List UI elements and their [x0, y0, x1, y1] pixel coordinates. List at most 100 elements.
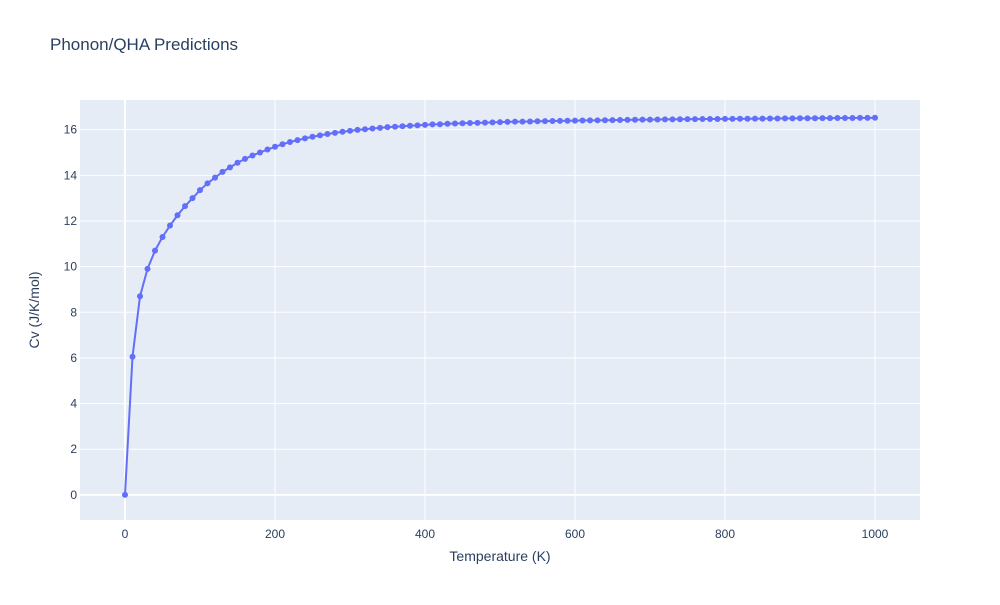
data-point	[174, 212, 181, 219]
data-point	[497, 119, 503, 126]
data-point	[819, 115, 826, 122]
data-point	[384, 124, 391, 131]
data-point	[677, 116, 683, 123]
data-point	[669, 116, 676, 123]
data-point	[287, 139, 293, 145]
data-point	[459, 120, 466, 127]
x-tick-label: 400	[415, 527, 435, 541]
data-point	[857, 114, 863, 121]
y-tick-label: 4	[70, 397, 77, 411]
data-point	[182, 203, 188, 210]
data-point	[257, 149, 263, 156]
data-point	[444, 120, 451, 127]
data-point	[242, 155, 248, 162]
data-point	[549, 118, 556, 124]
data-point	[482, 119, 488, 126]
data-point	[654, 116, 661, 123]
data-point	[542, 118, 548, 125]
data-point	[647, 116, 653, 123]
data-point	[579, 117, 586, 124]
data-point	[227, 164, 233, 171]
y-tick-label: 14	[64, 168, 78, 182]
x-tick-label: 200	[265, 527, 285, 541]
y-tick-label: 12	[64, 214, 78, 228]
y-axis-label: Cv (J/K/mol)	[26, 272, 42, 349]
data-point	[737, 115, 743, 122]
data-point	[467, 120, 473, 127]
data-point	[752, 115, 758, 122]
y-tick-label: 16	[64, 123, 78, 137]
grid-y	[80, 129, 920, 450]
data-point	[309, 133, 316, 140]
data-point	[437, 121, 443, 128]
data-point	[512, 118, 518, 125]
data-point	[317, 132, 323, 139]
data-point	[167, 222, 173, 229]
data-point	[332, 129, 338, 136]
data-point	[219, 168, 226, 175]
data-point	[294, 137, 301, 144]
y-tick-labels: 0 2 4 6 8 10 12 14 16	[64, 123, 78, 502]
data-point	[249, 152, 256, 159]
data-point	[587, 117, 593, 124]
data-point	[392, 123, 398, 130]
data-point	[707, 115, 713, 122]
y-tick-label: 0	[70, 488, 77, 502]
data-point	[827, 115, 833, 122]
data-point	[617, 116, 623, 123]
data-point	[204, 180, 211, 187]
y-tick-label: 10	[64, 260, 78, 274]
x-axis-label: Temperature (K)	[449, 548, 550, 564]
data-point	[474, 119, 481, 126]
data-point	[789, 115, 796, 122]
data-point	[639, 116, 646, 123]
data-point	[834, 115, 841, 122]
data-point	[407, 122, 413, 129]
data-point	[152, 247, 158, 254]
data-point	[452, 120, 458, 127]
x-tick-label: 800	[715, 527, 735, 541]
data-point	[564, 117, 571, 124]
data-point	[212, 174, 218, 181]
data-point	[632, 116, 638, 123]
data-point	[302, 135, 308, 142]
data-point	[527, 118, 533, 125]
data-point	[234, 159, 241, 166]
data-point	[722, 115, 728, 122]
y-tick-label: 8	[70, 305, 77, 319]
data-point	[347, 127, 353, 134]
zero-lines	[80, 100, 920, 520]
plot-background	[80, 100, 920, 520]
data-point	[354, 126, 361, 133]
data-point	[519, 118, 526, 125]
data-point	[534, 118, 541, 125]
data-point	[812, 115, 818, 122]
data-point	[279, 141, 286, 148]
data-point	[744, 115, 751, 122]
data-point	[362, 126, 368, 133]
grid-x	[274, 100, 876, 520]
data-point	[377, 124, 383, 131]
data-point	[144, 265, 151, 272]
data-point	[767, 115, 773, 122]
data-point	[159, 233, 166, 240]
data-point	[624, 116, 631, 123]
data-point	[324, 131, 331, 138]
data-point	[264, 146, 271, 153]
data-point	[602, 117, 608, 124]
x-tick-labels: 0 200 400 600 800 1000	[122, 527, 889, 541]
data-point	[129, 353, 136, 360]
data-point	[797, 115, 803, 122]
data-point	[504, 118, 511, 125]
chart-title: Phonon/QHA Predictions	[50, 35, 238, 54]
data-point	[594, 117, 601, 124]
data-point	[729, 115, 736, 122]
data-point	[692, 116, 698, 123]
data-point	[197, 187, 203, 194]
data-point	[759, 115, 766, 122]
data-point	[872, 114, 878, 121]
data-point	[609, 117, 616, 124]
data-point	[572, 117, 578, 124]
